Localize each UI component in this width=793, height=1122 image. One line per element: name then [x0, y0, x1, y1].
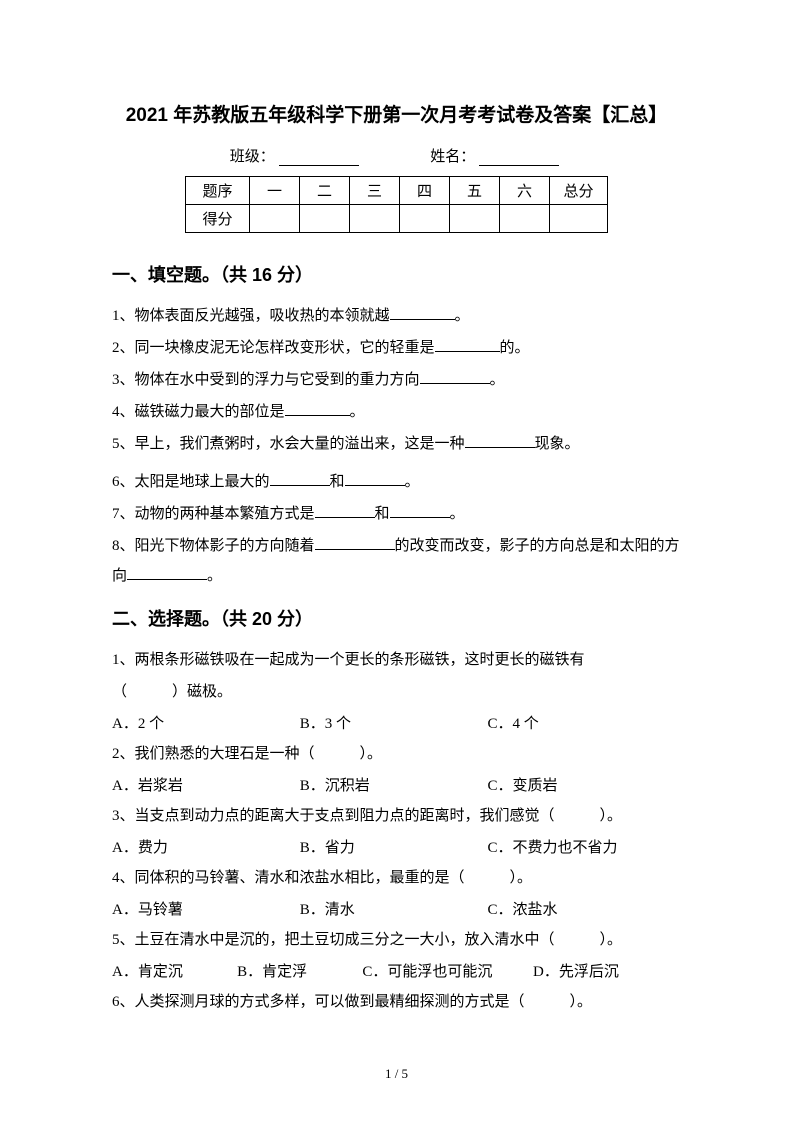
q-text: 和 — [330, 474, 345, 490]
option-b[interactable]: B．肯定浮 — [237, 957, 362, 987]
option-a[interactable]: A．2 个 — [112, 709, 300, 739]
cell: 六 — [500, 177, 550, 205]
exam-title: 2021 年苏教版五年级科学下册第一次月考考试卷及答案【汇总】 — [112, 100, 681, 127]
option-a[interactable]: A．费力 — [112, 833, 300, 863]
student-info-line: 班级： 姓名： — [112, 145, 681, 166]
fill-q6: 6、太阳是地球上最大的 和 。 — [112, 467, 681, 497]
cell: 一 — [250, 177, 300, 205]
fill-q3: 3、物体在水中受到的浮力与它受到的重力方向 。 — [112, 365, 681, 395]
answer-blank[interactable] — [345, 471, 405, 486]
table-row: 得分 — [186, 205, 608, 233]
fill-q4: 4、磁铁磁力最大的部位是 。 — [112, 397, 681, 427]
q-text: 8、阳光下物体影子的方向随着 — [112, 538, 315, 554]
answer-blank[interactable] — [435, 337, 500, 352]
q-text: 。 — [405, 474, 420, 490]
choice-q1-opts: A．2 个 B．3 个 C．4 个 — [112, 709, 681, 739]
choice-q6: 6、人类探测月球的方式多样，可以做到最精细探测的方式是（ ）。 — [112, 987, 681, 1017]
answer-blank[interactable] — [285, 401, 350, 416]
q-text: 。 — [490, 372, 505, 388]
q-text: 和 — [375, 506, 390, 522]
option-d[interactable]: D．先浮后沉 — [533, 957, 681, 987]
option-a[interactable]: A．肯定沉 — [112, 957, 237, 987]
choice-q3: 3、当支点到动力点的距离大于支点到阻力点的距离时，我们感觉（ ）。 — [112, 801, 681, 831]
cell-blank[interactable] — [350, 205, 400, 233]
q-text: 。 — [207, 568, 222, 584]
option-a[interactable]: A．马铃薯 — [112, 895, 300, 925]
cell: 五 — [450, 177, 500, 205]
q-text: 6、太阳是地球上最大的 — [112, 474, 270, 490]
option-c[interactable]: C．浓盐水 — [488, 895, 681, 925]
class-label: 班级： — [230, 149, 275, 165]
fill-q5: 5、早上，我们煮粥时，水会大量的溢出来，这是一种 现象。 — [112, 429, 681, 459]
q-text: 。 — [450, 506, 465, 522]
q-text: 的。 — [500, 340, 530, 356]
q-text: 。 — [350, 404, 365, 420]
fill-q8: 8、阳光下物体影子的方向随着的改变而改变，影子的方向总是和太阳的方向。 — [112, 531, 681, 591]
choice-q3-opts: A．费力 B．省力 C．不费力也不省力 — [112, 833, 681, 863]
answer-blank[interactable] — [390, 305, 455, 320]
option-b[interactable]: B．省力 — [300, 833, 488, 863]
cell: 三 — [350, 177, 400, 205]
q-text: 4、磁铁磁力最大的部位是 — [112, 404, 285, 420]
cell: 总分 — [550, 177, 608, 205]
name-label: 姓名： — [430, 149, 475, 165]
answer-blank[interactable] — [270, 471, 330, 486]
answer-blank[interactable] — [315, 503, 375, 518]
option-b[interactable]: B．清水 — [300, 895, 488, 925]
table-row: 题序 一 二 三 四 五 六 总分 — [186, 177, 608, 205]
choice-q5: 5、土豆在清水中是沉的，把土豆切成三分之一大小，放入清水中（ ）。 — [112, 925, 681, 955]
answer-blank[interactable] — [420, 369, 490, 384]
cell-blank[interactable] — [550, 205, 608, 233]
choice-q1a: 1、两根条形磁铁吸在一起成为一个更长的条形磁铁，这时更长的磁铁有 — [112, 645, 681, 675]
choice-q4-opts: A．马铃薯 B．清水 C．浓盐水 — [112, 895, 681, 925]
option-c[interactable]: C．不费力也不省力 — [488, 833, 681, 863]
answer-blank[interactable] — [127, 565, 207, 580]
fill-q7: 7、动物的两种基本繁殖方式是 和 。 — [112, 499, 681, 529]
q-text: 。 — [455, 308, 470, 324]
answer-blank[interactable] — [390, 503, 450, 518]
cell-blank[interactable] — [250, 205, 300, 233]
cell-label: 题序 — [186, 177, 250, 205]
cell-blank[interactable] — [450, 205, 500, 233]
option-a[interactable]: A．岩浆岩 — [112, 771, 300, 801]
choice-q1b: （ ）磁极。 — [112, 677, 681, 707]
cell-blank[interactable] — [500, 205, 550, 233]
section2-heading: 二、选择题。（共 20 分） — [112, 605, 681, 631]
choice-q4: 4、同体积的马铃薯、清水和浓盐水相比，最重的是（ ）。 — [112, 863, 681, 893]
q-text: 1、物体表面反光越强，吸收热的本领就越 — [112, 308, 390, 324]
cell-blank[interactable] — [300, 205, 350, 233]
q-text: 现象。 — [535, 436, 580, 452]
option-b[interactable]: B．沉积岩 — [300, 771, 488, 801]
score-table: 题序 一 二 三 四 五 六 总分 得分 — [185, 176, 608, 233]
choice-q2: 2、我们熟悉的大理石是一种（ ）。 — [112, 739, 681, 769]
option-c[interactable]: C．可能浮也可能沉 — [362, 957, 533, 987]
fill-q2: 2、同一块橡皮泥无论怎样改变形状，它的轻重是 的。 — [112, 333, 681, 363]
option-c[interactable]: C．变质岩 — [488, 771, 681, 801]
fill-q1: 1、物体表面反光越强，吸收热的本领就越 。 — [112, 301, 681, 331]
option-b[interactable]: B．3 个 — [300, 709, 488, 739]
cell: 二 — [300, 177, 350, 205]
cell-blank[interactable] — [400, 205, 450, 233]
q-text: 3、物体在水中受到的浮力与它受到的重力方向 — [112, 372, 420, 388]
name-blank[interactable] — [479, 150, 559, 166]
q-text: 2、同一块橡皮泥无论怎样改变形状，它的轻重是 — [112, 340, 435, 356]
section1-heading: 一、填空题。（共 16 分） — [112, 261, 681, 287]
q-text: 5、早上，我们煮粥时，水会大量的溢出来，这是一种 — [112, 436, 465, 452]
answer-blank[interactable] — [315, 535, 395, 550]
q-text: 7、动物的两种基本繁殖方式是 — [112, 506, 315, 522]
choice-q2-opts: A．岩浆岩 B．沉积岩 C．变质岩 — [112, 771, 681, 801]
choice-q5-opts: A．肯定沉 B．肯定浮 C．可能浮也可能沉 D．先浮后沉 — [112, 957, 681, 987]
cell-label: 得分 — [186, 205, 250, 233]
cell: 四 — [400, 177, 450, 205]
answer-blank[interactable] — [465, 433, 535, 448]
option-c[interactable]: C．4 个 — [488, 709, 681, 739]
class-blank[interactable] — [279, 150, 359, 166]
page-number: 1 / 5 — [0, 1066, 793, 1082]
